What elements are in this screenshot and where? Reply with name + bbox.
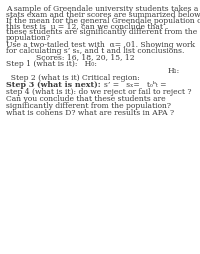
Text: A sample of Greendale university students takes a: A sample of Greendale university student… bbox=[6, 5, 198, 13]
Text: these students are significantly different from the: these students are significantly differe… bbox=[6, 28, 197, 36]
Text: population?: population? bbox=[6, 34, 51, 42]
Text: what is cohens D? what are results in APA ?: what is cohens D? what are results in AP… bbox=[6, 109, 174, 117]
Text: Use a two-tailed test with  α= .01. Showing work: Use a two-tailed test with α= .01. Showi… bbox=[6, 41, 195, 49]
Text: Step 2 (what is it) Critical region:: Step 2 (what is it) Critical region: bbox=[6, 74, 140, 82]
Text: Can you conclude that these students are: Can you conclude that these students are bbox=[6, 95, 166, 103]
Text: Scores: 16, 18, 20, 15, 12: Scores: 16, 18, 20, 15, 12 bbox=[36, 54, 135, 61]
Text: H₁:: H₁: bbox=[168, 67, 180, 74]
Text: step 4 (what is it): do we reject or fail to reject ?: step 4 (what is it): do we reject or fai… bbox=[6, 88, 192, 96]
Text: Step 3 (what is next):: Step 3 (what is next): bbox=[6, 81, 101, 89]
Text: stats exam and their scores are summarized below.: stats exam and their scores are summariz… bbox=[6, 11, 200, 19]
Text: s’ =   sₓ=   tₒᵇₜ =: s’ = sₓ= tₒᵇₜ = bbox=[104, 81, 166, 89]
Text: for calculating s’ sₓ, and t and list conclusions.: for calculating s’ sₓ, and t and list co… bbox=[6, 47, 184, 55]
Text: this test is  μ = 12, can we conclude that: this test is μ = 12, can we conclude tha… bbox=[6, 23, 163, 30]
Text: significantly different from the population?: significantly different from the populat… bbox=[6, 102, 171, 110]
Text: Step 1 (what is it):   H₀:: Step 1 (what is it): H₀: bbox=[6, 60, 97, 68]
Text: If the mean for the general Greendale population on: If the mean for the general Greendale po… bbox=[6, 17, 200, 25]
